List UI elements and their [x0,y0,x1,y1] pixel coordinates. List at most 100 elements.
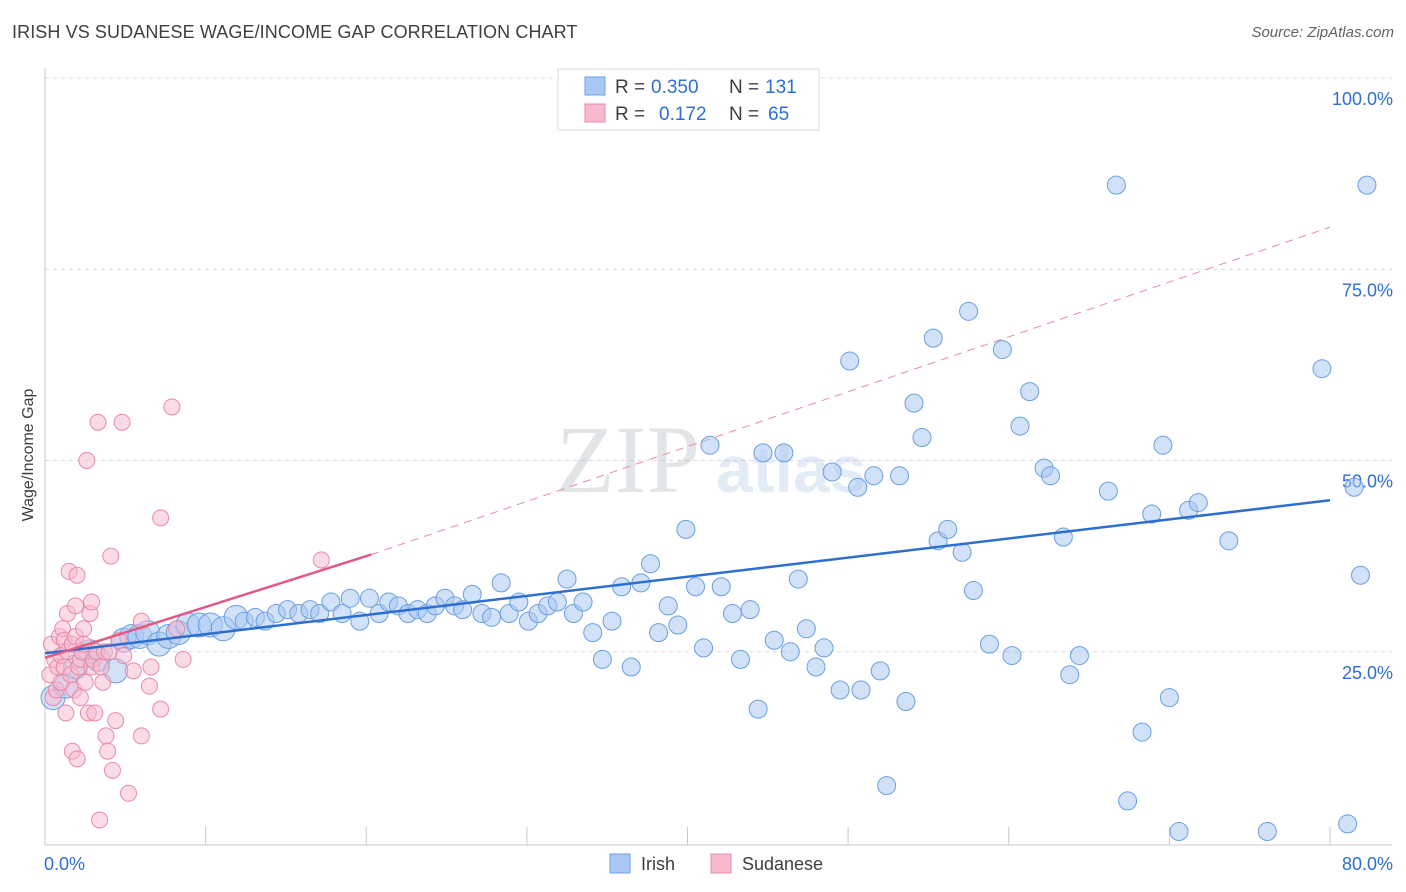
irish-point [1169,822,1189,842]
sudanese-point [97,727,115,745]
irish-trend-line [44,499,1331,655]
irish-point [668,615,688,635]
irish-point [896,691,916,711]
irish-point [612,577,632,597]
irish-point [904,393,924,413]
irish-points [40,175,1377,842]
sudanese-point [99,742,117,760]
sudanese-legend-swatch [584,103,606,123]
watermark-atlas: atlas [716,432,866,506]
irish-point [938,519,958,539]
sudanese-r-label: R = [615,104,645,125]
irish-point [923,328,943,348]
sudanese-point [57,704,75,722]
sudanese-n-value: 65 [768,104,789,125]
watermark-zip: ZIP [556,406,700,513]
irish-point [1098,481,1118,501]
irish-point [1159,688,1179,708]
irish-point [1338,814,1358,834]
sudanese-point [102,547,120,565]
irish-n-label: N = [729,77,759,98]
irish-point [1257,822,1277,842]
irish-point [1132,722,1152,742]
irish-point [583,623,603,643]
sudanese-point [83,593,101,611]
irish-point [788,569,808,589]
irish-point [877,776,897,796]
series-legend: Irish Sudanese [609,853,823,874]
sudanese-point [78,452,96,469]
irish-point [491,573,511,593]
sudanese-point [163,398,181,416]
irish-point [711,577,731,597]
sudanese-point [152,509,170,527]
sudanese-point [68,750,86,768]
sudanese-point [168,620,186,638]
irish-point [1041,466,1061,486]
y-axis-title: Wage/Income Gap [20,389,37,522]
sudanese-point [89,413,107,431]
legend-irish-swatch [609,853,631,874]
irish-point [676,519,696,539]
irish-point [592,649,612,669]
irish-point [1153,435,1173,455]
axes: 25.0%50.0%75.0%100.0%0.0% 80.0% [44,68,1393,874]
legend-sudanese-swatch [710,853,732,874]
irish-point [840,351,860,371]
sudanese-point [174,650,192,668]
irish-point [340,588,360,608]
irish-point [658,596,678,616]
sudanese-point [103,761,121,779]
irish-point [1357,175,1377,195]
sudanese-point [67,597,85,615]
irish-point [700,435,720,455]
irish-point [774,443,794,463]
sudanese-point [75,620,93,638]
irish-point [1219,531,1239,551]
sudanese-point [92,658,110,676]
y-tick-label: 100.0% [1332,89,1393,109]
irish-point [848,477,868,497]
sudanese-point [86,704,104,722]
irish-legend-swatch [584,76,606,96]
trend-lines [44,499,1331,660]
sudanese-point [120,784,138,802]
sudanese-points [41,398,330,829]
irish-point [890,466,910,486]
irish-point [1060,665,1080,685]
irish-point [621,657,641,677]
sudanese-point [142,658,160,676]
irish-point [864,466,884,486]
irish-point [573,592,593,612]
sudanese-point [113,413,131,431]
sudanese-point [91,811,109,829]
irish-point [1106,175,1126,195]
sudanese-point [94,673,112,691]
irish-point [748,699,768,719]
irish-point [963,581,983,601]
irish-point [686,577,706,597]
irish-point [547,592,567,612]
irish-point [694,638,714,658]
irish-point [1351,565,1371,585]
irish-point [796,619,816,639]
y-tick-label: 25.0% [1342,663,1393,683]
irish-point [851,680,871,700]
irish-point [740,600,760,620]
chart-title: IRISH VS SUDANESE WAGE/INCOME GAP CORREL… [12,22,578,42]
irish-point [822,462,842,482]
irish-point [1188,493,1208,513]
sudanese-point [68,566,86,584]
irish-point [1002,646,1022,666]
irish-point [753,443,773,463]
irish-point [1118,791,1138,811]
irish-point [870,661,890,681]
irish-point [722,604,742,623]
irish-point [1142,504,1162,524]
irish-point [912,428,932,448]
irish-point [1020,382,1040,402]
irish-point [1344,477,1364,497]
sudanese-extended-trend [370,226,1331,556]
sudanese-r-value: 0.172 [659,104,707,125]
